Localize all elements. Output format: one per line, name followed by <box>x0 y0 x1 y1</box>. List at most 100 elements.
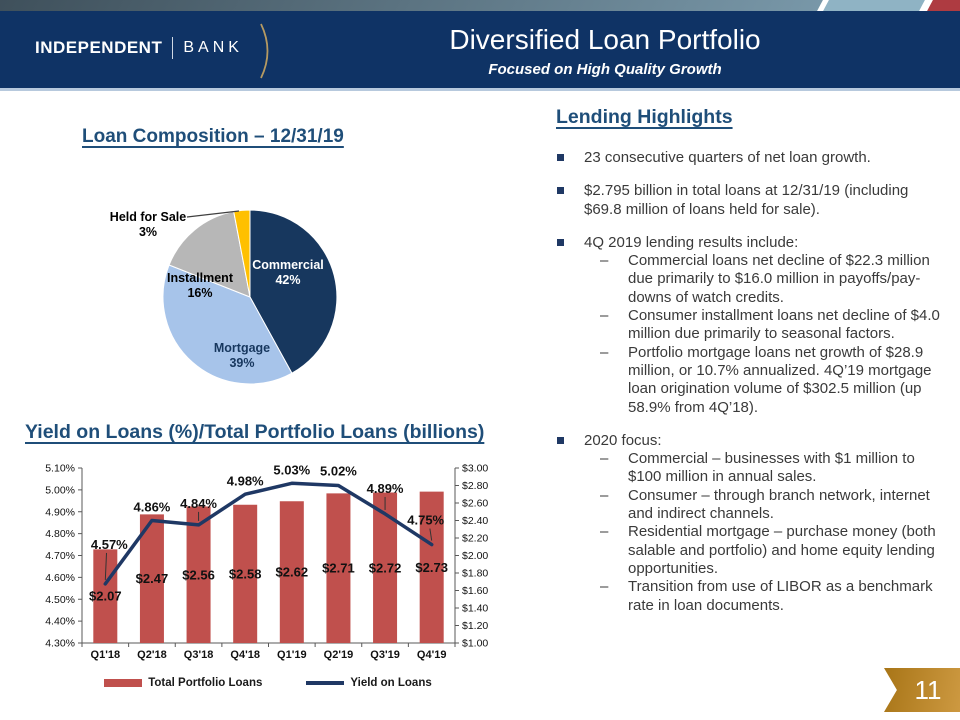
highlight-subitem: – Transition from use of LIBOR as a bench… <box>556 578 948 615</box>
highlight-subitem: – Portfolio mortgage loans net growth of … <box>556 344 948 417</box>
highlight-subtext: Commercial loans net decline of $22.3 mi… <box>628 252 930 306</box>
right-tick-label: $2.60 <box>462 498 488 510</box>
highlight-subtext: Consumer – through branch network, inter… <box>628 486 930 523</box>
yield-value-label: 4.84% <box>180 496 217 511</box>
bar-q2-18 <box>139 514 164 643</box>
bar-q2-19 <box>326 493 351 643</box>
bar-value-label: $2.07 <box>89 589 122 604</box>
combo-chart-title: Yield on Loans (%)/Total Portfolio Loans… <box>25 421 485 443</box>
highlight-subtext: Residential mortgage – purchase money (b… <box>628 523 936 577</box>
pie-label-mortgage: Mortgage 39% <box>213 341 271 370</box>
right-tick-label: $3.00 <box>462 463 488 475</box>
left-tick-label: 4.90% <box>45 506 75 518</box>
right-tick-label: $2.20 <box>462 533 488 545</box>
highlights-list: 23 consecutive quarters of net loan grow… <box>556 149 948 615</box>
highlight-item: 2020 focus: – Commercial – businesses with… <box>556 432 948 615</box>
square-bullet-icon <box>557 154 564 161</box>
bar-q4-18 <box>233 504 258 643</box>
right-tick-label: $2.00 <box>462 550 488 562</box>
x-category-label: Q4'18 <box>230 649 260 661</box>
pie-chart: Commercial 42% Mortgage 39% Installment 16% He… <box>103 185 413 415</box>
highlight-subtext: Portfolio mortgage loans net growth of $… <box>628 343 932 416</box>
x-category-label: Q1'18 <box>91 649 121 661</box>
x-category-label: Q3'18 <box>184 649 214 661</box>
dash-bullet-icon: – <box>600 523 609 541</box>
left-tick-label: 4.60% <box>45 572 75 584</box>
combo-svg: 4.30% 4.40% 4.50% 4.60% 4.70% 4.80% 4.90% 5.00%… <box>45 462 488 661</box>
highlight-subitem: – Consumer – through branch network, inte… <box>556 487 948 524</box>
pie-leader-line <box>186 210 240 218</box>
bar-value-label: $2.58 <box>229 566 262 581</box>
highlights-title: Lending Highlights <box>556 106 733 128</box>
highlight-text: 4Q 2019 lending results include: <box>584 233 799 251</box>
slide-header: INDEPENDENT BANK Diversified Loan Portfo… <box>0 11 960 88</box>
square-bullet-icon <box>557 187 564 195</box>
yield-value-label: 5.03% <box>273 462 310 477</box>
highlight-subitem: – Commercial – businesses with $1 million… <box>556 450 948 487</box>
right-tick-label: $1.40 <box>462 603 488 615</box>
yield-value-label: 4.57% <box>91 537 128 552</box>
right-tick-label: $1.80 <box>462 568 488 580</box>
legend-item-bars: Total Portfolio Loans <box>104 677 262 689</box>
dash-bullet-icon: – <box>600 486 609 504</box>
bar-q1-19 <box>279 501 304 643</box>
pie-svg <box>162 209 338 385</box>
bar-value-label: $2.62 <box>276 565 309 580</box>
slide-subtitle: Focused on High Quality Growth <box>488 60 722 78</box>
yield-value-label: 4.89% <box>367 481 404 496</box>
slide-title: Diversified Loan Portfolio <box>449 24 761 55</box>
pie-label-held-for-sale: Held for Sale 3% <box>109 210 187 239</box>
right-tick-label: $2.40 <box>462 515 488 527</box>
pie-label-commercial: Commercial 42% <box>252 258 324 287</box>
right-tick-label: $1.00 <box>462 638 488 650</box>
strip-segment-lightblue <box>823 0 925 11</box>
left-tick-label: 4.40% <box>45 616 75 628</box>
x-category-label: Q2'19 <box>324 649 354 661</box>
dash-bullet-icon: – <box>600 252 609 270</box>
left-tick-label: 4.30% <box>45 638 75 650</box>
pie-chart-title: Loan Composition – 12/31/19 <box>82 126 344 147</box>
bar-value-label: $2.47 <box>136 571 169 586</box>
highlight-text: 23 consecutive quarters of net loan grow… <box>584 149 871 166</box>
chart-legend: Total Portfolio Loans Yield on Loans <box>18 677 518 689</box>
highlight-text: $2.795 billion in total loans at 12/31/1… <box>584 182 909 218</box>
highlight-subtext: Consumer installment loans net decline o… <box>628 307 940 343</box>
right-tick-label: $1.20 <box>462 620 488 632</box>
bar-q3-18 <box>186 506 211 643</box>
yield-leader-line <box>429 528 433 541</box>
bar-series-swatch-icon <box>104 679 143 687</box>
page-number-ribbon: 11 <box>884 668 960 712</box>
square-bullet-icon <box>557 436 564 444</box>
right-tick-label: $1.60 <box>462 585 488 597</box>
logo-text-independent: INDEPENDENT <box>35 38 163 57</box>
yield-line <box>103 481 434 586</box>
highlight-text: 2020 focus: <box>584 431 662 449</box>
bank-logo: INDEPENDENT BANK <box>35 37 243 59</box>
line-series-swatch-icon <box>306 681 345 685</box>
bar-q1-18 <box>93 549 118 643</box>
highlight-item: 23 consecutive quarters of net loan grow… <box>556 149 948 167</box>
x-category-label: Q4'19 <box>417 649 447 661</box>
legend-item-line: Yield on Loans <box>306 677 432 689</box>
x-category-label: Q2'18 <box>137 649 167 661</box>
pie-label-installment: Installment 16% <box>167 271 233 300</box>
highlight-subtext: Commercial – businesses with $1 million … <box>628 450 915 486</box>
highlight-subtext: Transition from use of LIBOR as a benchm… <box>628 578 933 614</box>
highlight-subitem: – Consumer installment loans net decline … <box>556 307 948 344</box>
page-number: 11 <box>914 674 942 705</box>
header-underline <box>0 88 960 91</box>
left-tick-label: 4.80% <box>45 528 75 540</box>
bar-value-label: $2.56 <box>182 567 215 582</box>
yield-value-label: 4.75% <box>407 513 444 528</box>
lending-highlights-section: Lending Highlights 23 consecutive quarte… <box>556 106 948 630</box>
yield-value-label: 5.02% <box>320 464 357 479</box>
dash-bullet-icon: – <box>600 578 609 596</box>
strip-segment-slate <box>0 0 823 11</box>
bar-value-label: $2.71 <box>322 561 355 576</box>
left-tick-label: 5.00% <box>45 484 75 496</box>
bar-q4-19 <box>419 491 444 643</box>
highlight-subitem: – Commercial loans net decline of $22.3 m… <box>556 252 948 307</box>
yield-leader-line <box>104 552 108 580</box>
left-tick-label: 5.10% <box>45 463 75 475</box>
